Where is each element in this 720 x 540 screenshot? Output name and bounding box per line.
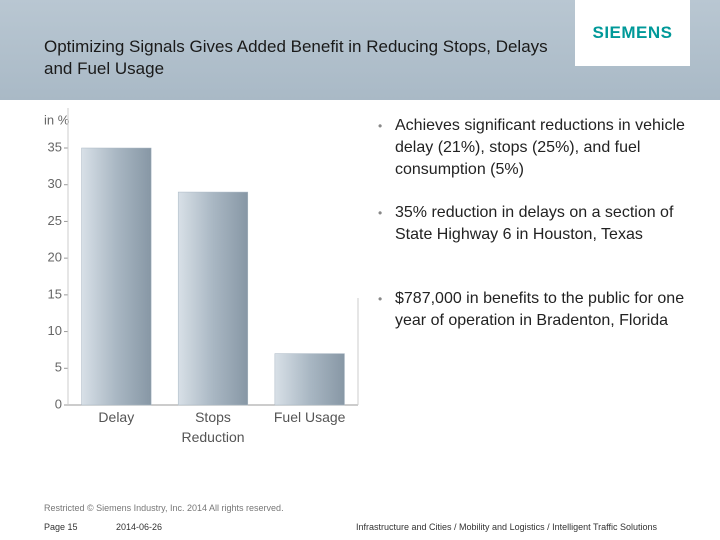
x-tick-label: Delay <box>98 409 135 425</box>
slide-title: Optimizing Signals Gives Added Benefit i… <box>44 37 548 78</box>
y-tick-label: 35 <box>48 139 62 154</box>
y-tick-label: 0 <box>55 396 62 411</box>
date: 2014-06-26 <box>116 522 163 532</box>
copyright: Restricted © Siemens Industry, Inc. 2014… <box>44 503 284 513</box>
bullet-point: Achieves significant reductions in vehic… <box>378 115 705 181</box>
page-number: Page 15 <box>44 522 78 532</box>
logo: SIEMENS <box>575 0 690 66</box>
bar <box>81 147 152 406</box>
y-tick-label: 15 <box>48 286 62 301</box>
bar <box>274 353 345 406</box>
y-tick-label: 25 <box>48 213 62 228</box>
y-tick-label: 30 <box>48 176 62 191</box>
x-tick-label: Fuel Usage <box>273 409 346 425</box>
y-axis-label: in % <box>44 112 70 127</box>
bar <box>177 191 249 406</box>
y-tick-label: 10 <box>48 323 62 338</box>
x-tick-label: Stops Reduction <box>181 409 245 445</box>
y-tick-label: 5 <box>55 360 62 375</box>
bullet-point: 35% reduction in delays on a section of … <box>378 202 705 246</box>
y-tick-label: 20 <box>48 250 62 265</box>
bullet-point: $787,000 in benefits to the public for o… <box>378 288 705 332</box>
footer-path: Infrastructure and Cities / Mobility and… <box>356 522 657 532</box>
chart: in % 0 5 10 15 20 25 30 35 <box>44 108 359 411</box>
